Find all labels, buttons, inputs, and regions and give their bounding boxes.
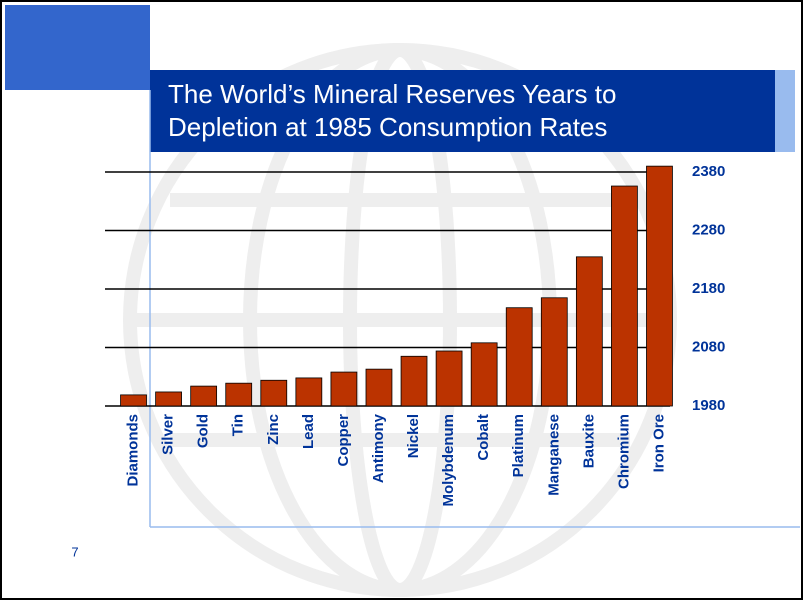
bar: [225, 382, 253, 407]
x-tick-label: Nickel: [405, 414, 422, 458]
x-tick-label: Gold: [195, 414, 212, 448]
bar: [120, 394, 147, 407]
bar: [435, 350, 463, 407]
y-tick-label: 2280: [692, 221, 725, 238]
bar: [611, 185, 638, 407]
x-tick-label: Molybdenum: [440, 414, 457, 507]
bar: [540, 297, 568, 407]
corner-block: [5, 5, 150, 90]
bar: [155, 391, 182, 407]
slide-number: 7: [71, 544, 78, 559]
x-tick-label: Chromium: [615, 414, 632, 489]
x-tick-label: Diamonds: [125, 414, 142, 487]
x-tick-label: Tin: [230, 414, 247, 436]
bar: [470, 342, 498, 407]
bar: [575, 256, 603, 407]
bar: [330, 371, 358, 407]
x-tick-label: Antimony: [370, 413, 387, 483]
x-tick-label: Silver: [160, 414, 177, 455]
chart-title: The World’s Mineral Reserves Years to De…: [168, 79, 617, 142]
bar: [365, 368, 393, 407]
x-tick-label: Zinc: [265, 414, 282, 445]
y-tick-label: 2380: [692, 163, 725, 180]
x-tick-label: Manganese: [545, 414, 562, 496]
bar: [646, 165, 673, 407]
x-tick-label: Lead: [300, 414, 317, 449]
x-tick-label: Copper: [335, 414, 352, 467]
title-band: [150, 70, 775, 152]
x-tick-label: Platinum: [510, 414, 527, 477]
bar: [190, 385, 218, 407]
x-tick-label: Bauxite: [580, 414, 597, 468]
title-accent: [775, 70, 795, 152]
x-tick-label: Cobalt: [475, 414, 492, 461]
y-tick-label: 2080: [692, 338, 725, 355]
y-tick-label: 2180: [692, 280, 725, 297]
bar: [295, 377, 323, 407]
x-tick-label: Iron Ore: [650, 414, 667, 472]
bar: [505, 307, 533, 407]
bar: [260, 379, 288, 407]
y-tick-label: 1980: [692, 397, 725, 414]
bar: [400, 355, 428, 407]
